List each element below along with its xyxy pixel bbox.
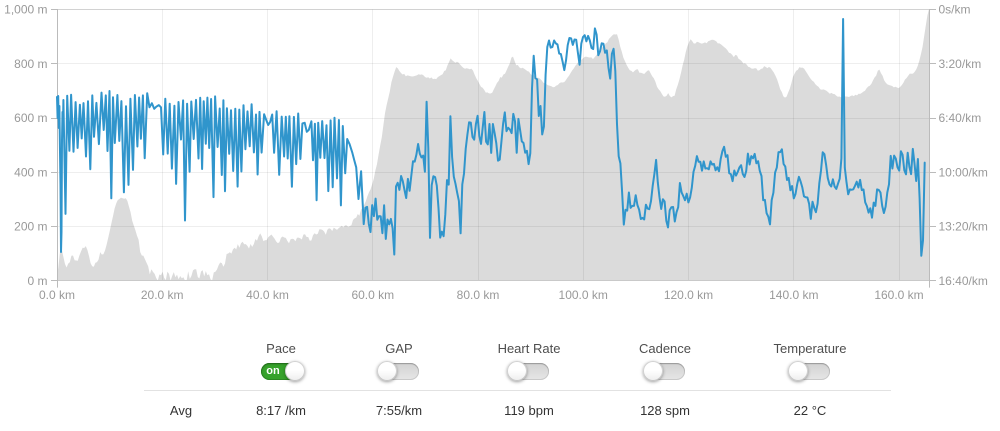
svg-text:600 m: 600 m [14, 111, 47, 125]
svg-text:100.0 km: 100.0 km [559, 288, 608, 302]
svg-text:400 m: 400 m [14, 165, 47, 179]
svg-text:20.0 km: 20.0 km [141, 288, 184, 302]
svg-text:0.0 km: 0.0 km [39, 288, 75, 302]
svg-text:13:20/km: 13:20/km [939, 220, 988, 234]
svg-text:800 m: 800 m [14, 57, 47, 71]
svg-text:10:00/km: 10:00/km [939, 165, 988, 179]
svg-text:1,000 m: 1,000 m [4, 3, 47, 17]
svg-text:3:20/km: 3:20/km [939, 57, 982, 71]
svg-text:160.0 km: 160.0 km [874, 288, 923, 302]
svg-text:120.0 km: 120.0 km [664, 288, 713, 302]
svg-text:80.0 km: 80.0 km [457, 288, 500, 302]
svg-text:40.0 km: 40.0 km [246, 288, 289, 302]
svg-text:200 m: 200 m [14, 220, 47, 234]
svg-text:140.0 km: 140.0 km [769, 288, 818, 302]
svg-text:60.0 km: 60.0 km [351, 288, 394, 302]
svg-text:0s/km: 0s/km [939, 3, 971, 17]
svg-text:6:40/km: 6:40/km [939, 111, 982, 125]
svg-text:0 m: 0 m [27, 274, 47, 288]
svg-text:16:40/km: 16:40/km [939, 274, 988, 288]
